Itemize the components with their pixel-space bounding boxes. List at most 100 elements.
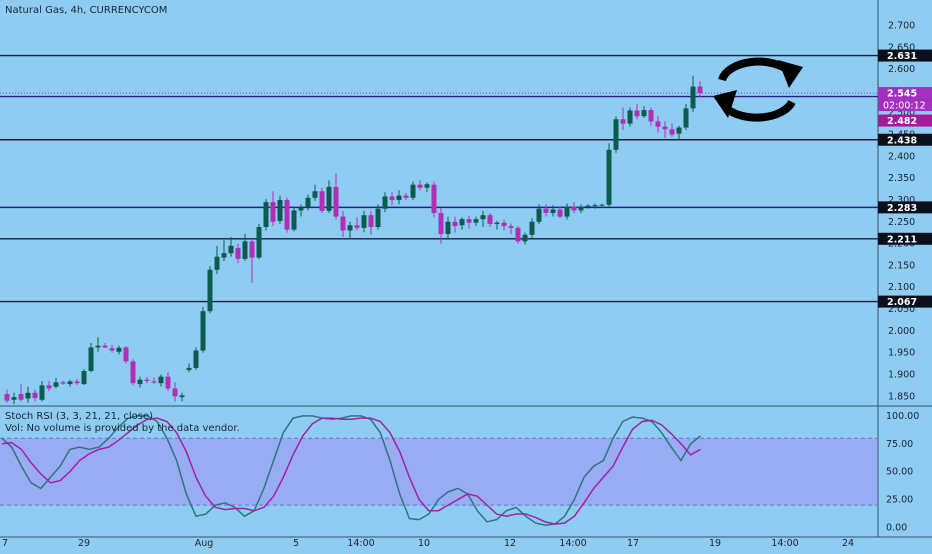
candle-body	[123, 347, 129, 362]
price-tick-label: 2.350	[888, 173, 915, 184]
candle-body	[256, 227, 262, 258]
candle-body	[193, 350, 199, 368]
countdown-label: 02:00:12	[883, 101, 926, 112]
time-tick-label: 14:00	[347, 538, 374, 549]
volume-note: Vol: No volume is provided by the data v…	[5, 423, 240, 434]
candle-body	[32, 392, 38, 399]
candle-body	[109, 348, 115, 351]
candle-body	[424, 184, 430, 188]
candle-body	[158, 376, 164, 384]
candle-body	[522, 234, 528, 242]
time-tick-label: 10	[418, 538, 430, 549]
price-tick-label: 2.500	[888, 108, 915, 119]
candle-body	[508, 226, 514, 228]
price-tick-label: 2.600	[888, 64, 915, 75]
candle-body	[354, 225, 360, 228]
candle-body	[39, 385, 45, 400]
candle-body	[599, 204, 605, 206]
candle-body	[410, 184, 416, 198]
level-price-label: 2.631	[887, 51, 917, 62]
candle-body	[396, 195, 402, 200]
time-tick-label: 17	[627, 538, 639, 549]
candle-body	[641, 110, 647, 117]
candle-body	[347, 225, 353, 231]
candle-body	[88, 347, 94, 371]
time-tick-label: 19	[709, 538, 721, 549]
candle-body	[585, 205, 591, 207]
candle-body	[200, 311, 206, 351]
candle-body	[494, 222, 500, 224]
price-tick-label: 2.250	[888, 217, 915, 228]
time-tick-label: 24	[842, 538, 854, 549]
candle-body	[186, 367, 192, 371]
refresh-arrow-lower	[723, 99, 796, 122]
time-tick-label: 7	[2, 538, 8, 549]
candle-body	[228, 245, 234, 254]
level-price-tag	[878, 133, 932, 146]
refresh-arrows-icon	[713, 57, 803, 122]
time-tick-label: 5	[293, 538, 299, 549]
candle-body	[480, 215, 486, 220]
candle-body	[249, 241, 255, 258]
candle-body	[382, 196, 388, 209]
candle-body	[25, 392, 31, 399]
candle-body	[270, 202, 276, 222]
candle-body	[165, 376, 171, 389]
candle-body	[95, 345, 101, 348]
candle-body	[144, 379, 150, 382]
candle-body	[368, 215, 374, 228]
candle-body	[445, 221, 451, 234]
candle-body	[326, 186, 332, 211]
price-tick-label: 2.150	[888, 260, 915, 271]
candle-body	[669, 129, 675, 135]
refresh-arrowhead-upper	[778, 60, 803, 88]
candle-body	[291, 210, 297, 230]
candle-body	[473, 219, 479, 223]
time-tick-label: 14:00	[559, 538, 586, 549]
candle-body	[634, 110, 640, 117]
candle-body	[319, 191, 325, 211]
candle-body	[697, 86, 703, 94]
candle-body	[501, 222, 507, 227]
candle-body	[613, 119, 619, 150]
candle-body	[557, 209, 563, 217]
candle-body	[81, 370, 87, 385]
candle-body	[284, 199, 290, 230]
candle-body	[550, 209, 556, 214]
candle-body	[11, 397, 17, 400]
time-tick-label: 29	[78, 538, 90, 549]
candle-body	[67, 381, 73, 385]
candle-body	[333, 186, 339, 217]
candle-body	[340, 216, 346, 231]
candle-body	[46, 385, 52, 389]
rsi-tick-label: 75.00	[886, 439, 913, 450]
candle-body	[74, 381, 80, 384]
candle-body	[627, 110, 633, 124]
level-price-label: 2.283	[887, 203, 917, 214]
rsi-tick-label: 100.00	[886, 411, 919, 422]
rsi-tick-label: 0.00	[886, 522, 907, 533]
candle-body	[431, 184, 437, 214]
candle-body	[676, 127, 682, 134]
candle-body	[130, 361, 136, 384]
price-tag-badge	[878, 114, 932, 127]
candle-body	[277, 199, 283, 221]
rsi-tick-label: 25.00	[886, 495, 913, 506]
candle-body	[235, 247, 241, 259]
candle-body	[305, 197, 311, 208]
candle-body	[529, 221, 535, 235]
price-tick-label: 1.950	[888, 348, 915, 359]
countdown-tag	[878, 99, 932, 112]
candle-body	[564, 206, 570, 217]
price-tick-label: 2.000	[888, 326, 915, 337]
candle-body	[361, 215, 367, 228]
level-price-label: 2.438	[887, 135, 917, 146]
candle-body	[543, 208, 549, 214]
price-tick-label: 1.900	[888, 369, 915, 380]
candle-body	[417, 184, 423, 188]
candle-body	[592, 205, 598, 207]
current-price-tag	[878, 87, 932, 100]
candle-body	[536, 208, 542, 222]
candle-body	[690, 86, 696, 109]
